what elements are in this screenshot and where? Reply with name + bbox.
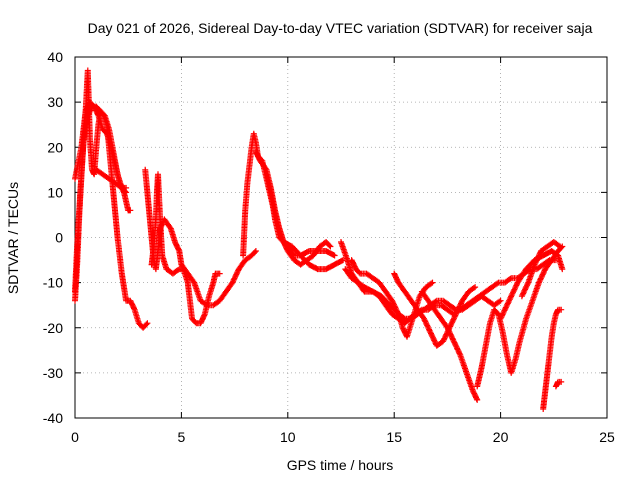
series-arc-15 xyxy=(474,243,566,390)
y-tick-label: 0 xyxy=(55,230,63,246)
series-arc-3 xyxy=(72,103,130,295)
series-arc-12 xyxy=(348,257,436,340)
chart-title: Day 021 of 2026, Sidereal Day-to-day VTE… xyxy=(88,20,593,36)
y-tick-label: -30 xyxy=(43,365,63,381)
x-tick-label: 5 xyxy=(178,429,186,445)
x-tick-label: 15 xyxy=(386,429,402,445)
axis-ticks: 0 5 10 15 20 25 -40 -30 -20 -10 0 10 20 30 40 xyxy=(43,49,615,445)
data-points xyxy=(72,67,566,412)
marker-trace xyxy=(518,239,564,300)
series-arc-6 xyxy=(148,171,223,327)
y-tick-label: 30 xyxy=(47,94,63,110)
marker-trace xyxy=(263,171,347,273)
series-arc-17 xyxy=(518,239,564,300)
grid xyxy=(75,57,607,418)
series-arc-4 xyxy=(93,166,130,191)
y-tick-label: 20 xyxy=(47,139,63,155)
series-arc-18 xyxy=(540,306,565,412)
x-tick-label: 25 xyxy=(599,429,615,445)
marker-trace xyxy=(72,103,130,295)
marker-trace xyxy=(148,171,223,327)
x-axis-label: GPS time / hours xyxy=(287,457,394,473)
x-tick-label: 10 xyxy=(280,429,296,445)
y-tick-label: -40 xyxy=(43,410,63,426)
marker-trace xyxy=(93,166,130,191)
x-tick-label: 20 xyxy=(493,429,509,445)
series-arc-19 xyxy=(552,378,565,390)
marker-trace xyxy=(474,243,566,390)
x-tick-label: 0 xyxy=(71,429,79,445)
series-arc-9 xyxy=(263,171,347,273)
marker-trace xyxy=(552,378,565,390)
y-axis-label: SDTVAR / TECUs xyxy=(5,182,21,294)
marker-trace xyxy=(540,306,565,412)
y-tick-label: 40 xyxy=(47,49,63,65)
marker-trace xyxy=(348,257,436,340)
y-tick-label: -20 xyxy=(43,320,63,336)
marker-trace xyxy=(418,288,481,403)
series-arc-14 xyxy=(418,288,481,403)
y-tick-label: -10 xyxy=(43,275,63,291)
y-tick-label: 10 xyxy=(47,184,63,200)
